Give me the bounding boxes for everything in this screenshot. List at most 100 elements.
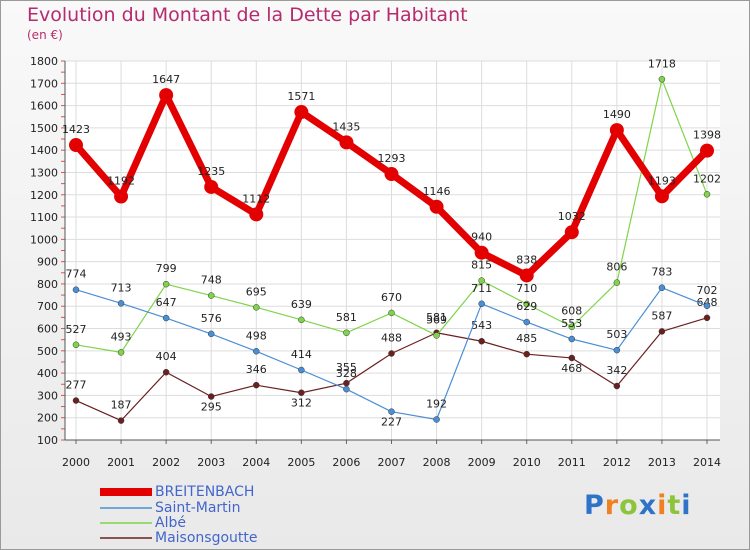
x-tick-label: 2003 [197, 456, 225, 469]
data-point-maisonsgoutte [253, 381, 260, 389]
data-label-saint-martin: 328 [336, 367, 357, 380]
y-tick-label: 1500 [30, 122, 58, 135]
y-tick-label: 900 [37, 256, 58, 269]
chart-title: Evolution du Montant de la Dette par Hab… [27, 4, 468, 26]
data-label-alb-: 569 [426, 313, 447, 326]
data-label-alb-: 748 [201, 274, 222, 287]
data-label-breitenbach: 1192 [107, 175, 135, 188]
data-point-alb- [72, 341, 80, 349]
data-label-maisonsgoutte: 342 [606, 364, 627, 377]
data-label-breitenbach: 1490 [603, 108, 631, 121]
data-label-maisonsgoutte: 187 [111, 399, 132, 412]
data-point-breitenbach [564, 225, 579, 240]
y-tick-label: 500 [37, 345, 58, 358]
data-label-alb-: 581 [336, 311, 357, 324]
data-point-alb- [343, 329, 350, 337]
data-point-breitenbach [69, 138, 83, 153]
data-point-breitenbach [204, 179, 219, 194]
y-tick-label: 1200 [30, 189, 58, 202]
data-point-alb- [703, 191, 711, 198]
data-label-breitenbach: 940 [471, 231, 492, 244]
data-label-alb-: 695 [246, 285, 267, 298]
data-label-maisonsgoutte: 488 [381, 331, 402, 344]
y-tick-label: 1300 [30, 166, 58, 179]
data-label-breitenbach: 1293 [378, 152, 406, 165]
y-tick-label: 400 [37, 367, 58, 380]
data-point-maisonsgoutte [388, 350, 395, 357]
data-label-saint-martin: 711 [471, 282, 492, 295]
data-label-saint-martin: 629 [516, 300, 537, 313]
y-tick-label: 1100 [30, 211, 58, 224]
data-label-saint-martin: 576 [201, 312, 222, 325]
data-label-maisonsgoutte: 468 [561, 362, 582, 375]
data-point-saint-martin [658, 284, 666, 291]
data-label-breitenbach: 1571 [287, 90, 315, 103]
data-label-saint-martin: 774 [66, 268, 87, 281]
data-point-saint-martin [568, 335, 576, 343]
data-label-saint-martin: 713 [111, 281, 132, 294]
data-label-maisonsgoutte: 312 [291, 397, 312, 410]
data-label-alb-: 527 [66, 323, 87, 336]
data-label-alb-: 608 [561, 305, 582, 318]
data-label-breitenbach: 1647 [152, 73, 180, 86]
data-point-breitenbach [384, 167, 399, 182]
x-tick-label: 2010 [513, 456, 541, 469]
data-label-breitenbach: 1112 [242, 192, 270, 205]
data-label-maisonsgoutte: 648 [697, 296, 718, 309]
y-tick-label: 1600 [30, 100, 58, 113]
data-point-alb- [117, 349, 125, 356]
data-point-breitenbach [609, 123, 624, 138]
data-label-alb-: 670 [381, 291, 402, 304]
data-point-maisonsgoutte [478, 337, 485, 345]
x-tick-label: 2011 [558, 456, 586, 469]
data-point-saint-martin [298, 366, 305, 374]
data-label-saint-martin: 647 [156, 296, 177, 309]
data-label-breitenbach: 1032 [558, 210, 586, 223]
y-tick-label: 200 [37, 412, 58, 425]
x-tick-label: 2013 [648, 456, 676, 469]
y-tick-label: 800 [37, 278, 58, 291]
data-point-breitenbach [474, 245, 489, 260]
data-label-alb-: 493 [111, 330, 132, 343]
data-point-breitenbach [249, 207, 264, 222]
data-label-saint-martin: 498 [246, 329, 267, 342]
data-point-alb- [523, 300, 530, 308]
data-label-breitenbach: 1435 [332, 120, 360, 133]
data-point-breitenbach [159, 88, 174, 103]
data-point-maisonsgoutte [162, 368, 170, 376]
data-label-alb-: 806 [606, 261, 627, 274]
data-point-saint-martin [162, 314, 170, 322]
data-point-saint-martin [117, 300, 125, 307]
legend-label-albe: Albé [155, 515, 186, 531]
data-point-breitenbach [429, 199, 444, 214]
x-tick-label: 2004 [242, 456, 270, 469]
y-tick-label: 1800 [30, 55, 58, 68]
x-tick-label: 2005 [287, 456, 315, 469]
data-point-alb- [298, 316, 305, 324]
data-label-maisonsgoutte: 587 [651, 309, 672, 322]
data-point-saint-martin [523, 318, 530, 326]
data-point-saint-martin [343, 385, 350, 393]
y-tick-label: 300 [37, 389, 58, 402]
data-point-alb- [433, 332, 440, 339]
data-point-maisonsgoutte [207, 393, 215, 400]
data-label-breitenbach: 1398 [693, 129, 721, 142]
data-label-maisonsgoutte: 295 [201, 401, 222, 414]
y-tick-label: 1700 [30, 77, 58, 90]
x-tick-label: 2000 [62, 456, 90, 469]
data-label-alb-: 799 [156, 262, 177, 275]
data-label-alb-: 639 [291, 298, 312, 311]
x-tick-label: 2009 [468, 456, 496, 469]
data-point-breitenbach [519, 268, 534, 283]
data-label-maisonsgoutte: 581 [426, 311, 447, 324]
proxiti-logo: Proxiti [584, 490, 692, 521]
data-label-breitenbach: 1146 [423, 185, 451, 198]
y-tick-label: 1400 [30, 144, 58, 157]
data-point-saint-martin [433, 416, 440, 423]
data-label-breitenbach: 1423 [62, 123, 90, 136]
data-label-alb-: 815 [471, 259, 492, 272]
data-point-breitenbach [294, 105, 309, 120]
y-tick-label: 600 [37, 323, 58, 336]
data-point-maisonsgoutte [117, 417, 125, 424]
